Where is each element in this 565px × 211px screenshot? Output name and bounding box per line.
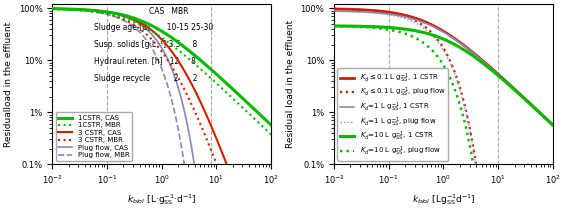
Text: CAS   MBR: CAS MBR xyxy=(149,7,188,16)
Text: Sludge recycle          2      2: Sludge recycle 2 2 xyxy=(94,74,197,83)
X-axis label: $k_{biol}$ [L·g$_\mathregular{SS}^{-1}$·d$^{-1}$]: $k_{biol}$ [L·g$_\mathregular{SS}^{-1}$·… xyxy=(127,192,196,207)
Text: Hydraul.reten. [h]   12     8: Hydraul.reten. [h] 12 8 xyxy=(94,57,195,66)
Text: Susp. solids [g·L⁻¹] 3.5     8: Susp. solids [g·L⁻¹] 3.5 8 xyxy=(94,40,197,49)
Legend: 1CSTR, CAS, 1CSTR, MBR, 3 CSTR, CAS, 3 CSTR, MBR, Plug flow, CAS, Plug flow, MBR: 1CSTR, CAS, 1CSTR, MBR, 3 CSTR, CAS, 3 C… xyxy=(56,112,132,161)
Y-axis label: Residual load in the effluent: Residual load in the effluent xyxy=(286,20,295,148)
X-axis label: $k_{biol}$ [Lg$_\mathregular{SS}^{-1}$d$^{-1}$]: $k_{biol}$ [Lg$_\mathregular{SS}^{-1}$d$… xyxy=(412,192,475,207)
Text: Sludge age [d]       10-15 25-30: Sludge age [d] 10-15 25-30 xyxy=(94,23,213,32)
Legend: $K_d$$\leq$0.1 L g$_\mathregular{SS}^{-1}$, 1 CSTR, $K_d$$\leq$0.1 L g$_\mathreg: $K_d$$\leq$0.1 L g$_\mathregular{SS}^{-1… xyxy=(337,68,449,161)
Y-axis label: Residualload in the effluent: Residualload in the effluent xyxy=(4,22,13,147)
